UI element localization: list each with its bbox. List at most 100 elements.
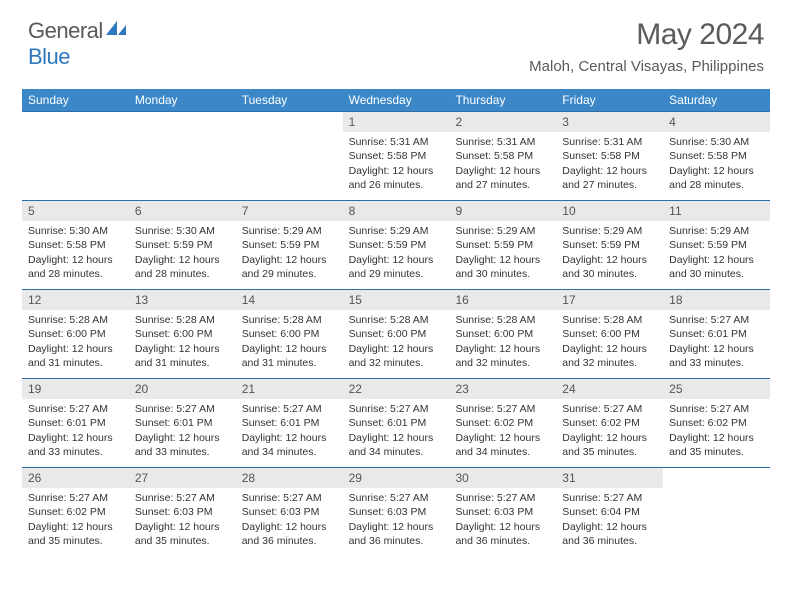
week-row: 26Sunrise: 5:27 AMSunset: 6:02 PMDayligh… (22, 467, 770, 556)
sunset-line: Sunset: 6:03 PM (135, 505, 230, 519)
daylight-line: Daylight: 12 hours and 29 minutes. (242, 253, 337, 281)
daylight-line: Daylight: 12 hours and 34 minutes. (349, 431, 444, 459)
sunset-line: Sunset: 6:00 PM (349, 327, 444, 341)
sunrise-line: Sunrise: 5:30 AM (135, 224, 230, 238)
day-content: Sunrise: 5:31 AMSunset: 5:58 PMDaylight:… (449, 132, 556, 196)
sunrise-line: Sunrise: 5:27 AM (562, 491, 657, 505)
daylight-line: Daylight: 12 hours and 36 minutes. (349, 520, 444, 548)
day-content: Sunrise: 5:28 AMSunset: 6:00 PMDaylight:… (129, 310, 236, 374)
day-content: Sunrise: 5:31 AMSunset: 5:58 PMDaylight:… (556, 132, 663, 196)
day-number: 11 (663, 201, 770, 221)
day-number: 18 (663, 290, 770, 310)
sunrise-line: Sunrise: 5:27 AM (135, 402, 230, 416)
day-cell: 5Sunrise: 5:30 AMSunset: 5:58 PMDaylight… (22, 201, 129, 289)
dayhead-sat: Saturday (663, 89, 770, 111)
sunset-line: Sunset: 6:01 PM (28, 416, 123, 430)
day-content: Sunrise: 5:27 AMSunset: 6:02 PMDaylight:… (449, 399, 556, 463)
sunrise-line: Sunrise: 5:29 AM (242, 224, 337, 238)
daylight-line: Daylight: 12 hours and 33 minutes. (135, 431, 230, 459)
dayhead-mon: Monday (129, 89, 236, 111)
sunset-line: Sunset: 6:01 PM (135, 416, 230, 430)
day-number: 9 (449, 201, 556, 221)
daylight-line: Daylight: 12 hours and 33 minutes. (669, 342, 764, 370)
sunset-line: Sunset: 5:59 PM (455, 238, 550, 252)
sunset-line: Sunset: 6:00 PM (562, 327, 657, 341)
daylight-line: Daylight: 12 hours and 27 minutes. (455, 164, 550, 192)
sunrise-line: Sunrise: 5:28 AM (135, 313, 230, 327)
sunrise-line: Sunrise: 5:30 AM (669, 135, 764, 149)
sunset-line: Sunset: 5:59 PM (669, 238, 764, 252)
day-content: Sunrise: 5:28 AMSunset: 6:00 PMDaylight:… (449, 310, 556, 374)
brand-part2-wrap: Blue (28, 44, 70, 70)
dayhead-sun: Sunday (22, 89, 129, 111)
sunrise-line: Sunrise: 5:27 AM (28, 402, 123, 416)
daylight-line: Daylight: 12 hours and 31 minutes. (135, 342, 230, 370)
day-cell: 14Sunrise: 5:28 AMSunset: 6:00 PMDayligh… (236, 290, 343, 378)
day-number (663, 468, 770, 488)
brand-part1: General (28, 18, 103, 44)
day-number: 21 (236, 379, 343, 399)
day-content: Sunrise: 5:27 AMSunset: 6:01 PMDaylight:… (22, 399, 129, 463)
sunset-line: Sunset: 5:58 PM (562, 149, 657, 163)
day-cell: 25Sunrise: 5:27 AMSunset: 6:02 PMDayligh… (663, 379, 770, 467)
day-cell: 26Sunrise: 5:27 AMSunset: 6:02 PMDayligh… (22, 468, 129, 556)
daylight-line: Daylight: 12 hours and 26 minutes. (349, 164, 444, 192)
daylight-line: Daylight: 12 hours and 28 minutes. (135, 253, 230, 281)
sunset-line: Sunset: 6:01 PM (349, 416, 444, 430)
day-number: 5 (22, 201, 129, 221)
day-number: 19 (22, 379, 129, 399)
day-number: 2 (449, 112, 556, 132)
daylight-line: Daylight: 12 hours and 35 minutes. (562, 431, 657, 459)
day-cell: 28Sunrise: 5:27 AMSunset: 6:03 PMDayligh… (236, 468, 343, 556)
day-number: 14 (236, 290, 343, 310)
day-number: 28 (236, 468, 343, 488)
day-number: 20 (129, 379, 236, 399)
day-cell: 19Sunrise: 5:27 AMSunset: 6:01 PMDayligh… (22, 379, 129, 467)
daylight-line: Daylight: 12 hours and 34 minutes. (455, 431, 550, 459)
day-content: Sunrise: 5:29 AMSunset: 5:59 PMDaylight:… (556, 221, 663, 285)
sunrise-line: Sunrise: 5:31 AM (455, 135, 550, 149)
day-number (129, 112, 236, 132)
day-number: 8 (343, 201, 450, 221)
day-number: 23 (449, 379, 556, 399)
sunset-line: Sunset: 6:02 PM (669, 416, 764, 430)
sunrise-line: Sunrise: 5:28 AM (28, 313, 123, 327)
day-content: Sunrise: 5:27 AMSunset: 6:03 PMDaylight:… (236, 488, 343, 552)
location-subtitle: Maloh, Central Visayas, Philippines (529, 58, 764, 75)
day-content: Sunrise: 5:28 AMSunset: 6:00 PMDaylight:… (22, 310, 129, 374)
sunset-line: Sunset: 5:58 PM (669, 149, 764, 163)
day-cell: 6Sunrise: 5:30 AMSunset: 5:59 PMDaylight… (129, 201, 236, 289)
daylight-line: Daylight: 12 hours and 28 minutes. (28, 253, 123, 281)
day-cell: 3Sunrise: 5:31 AMSunset: 5:58 PMDaylight… (556, 112, 663, 200)
day-cell: 8Sunrise: 5:29 AMSunset: 5:59 PMDaylight… (343, 201, 450, 289)
day-content: Sunrise: 5:27 AMSunset: 6:01 PMDaylight:… (343, 399, 450, 463)
sunrise-line: Sunrise: 5:27 AM (455, 402, 550, 416)
daylight-line: Daylight: 12 hours and 32 minutes. (562, 342, 657, 370)
day-cell: 12Sunrise: 5:28 AMSunset: 6:00 PMDayligh… (22, 290, 129, 378)
sunrise-line: Sunrise: 5:28 AM (455, 313, 550, 327)
sunset-line: Sunset: 6:02 PM (455, 416, 550, 430)
day-number: 7 (236, 201, 343, 221)
day-content: Sunrise: 5:27 AMSunset: 6:02 PMDaylight:… (663, 399, 770, 463)
day-number: 3 (556, 112, 663, 132)
daylight-line: Daylight: 12 hours and 33 minutes. (28, 431, 123, 459)
dayhead-tue: Tuesday (236, 89, 343, 111)
day-number: 29 (343, 468, 450, 488)
daylight-line: Daylight: 12 hours and 36 minutes. (562, 520, 657, 548)
day-cell: 2Sunrise: 5:31 AMSunset: 5:58 PMDaylight… (449, 112, 556, 200)
sunset-line: Sunset: 6:02 PM (28, 505, 123, 519)
day-cell: 27Sunrise: 5:27 AMSunset: 6:03 PMDayligh… (129, 468, 236, 556)
day-cell: 15Sunrise: 5:28 AMSunset: 6:00 PMDayligh… (343, 290, 450, 378)
day-number: 10 (556, 201, 663, 221)
day-cell: 1Sunrise: 5:31 AMSunset: 5:58 PMDaylight… (343, 112, 450, 200)
sunset-line: Sunset: 6:03 PM (349, 505, 444, 519)
sunrise-line: Sunrise: 5:27 AM (669, 313, 764, 327)
day-number: 22 (343, 379, 450, 399)
sunset-line: Sunset: 6:04 PM (562, 505, 657, 519)
day-cell: 9Sunrise: 5:29 AMSunset: 5:59 PMDaylight… (449, 201, 556, 289)
day-content: Sunrise: 5:29 AMSunset: 5:59 PMDaylight:… (236, 221, 343, 285)
day-content: Sunrise: 5:30 AMSunset: 5:58 PMDaylight:… (663, 132, 770, 196)
day-content: Sunrise: 5:27 AMSunset: 6:01 PMDaylight:… (129, 399, 236, 463)
daylight-line: Daylight: 12 hours and 29 minutes. (349, 253, 444, 281)
sunrise-line: Sunrise: 5:27 AM (455, 491, 550, 505)
